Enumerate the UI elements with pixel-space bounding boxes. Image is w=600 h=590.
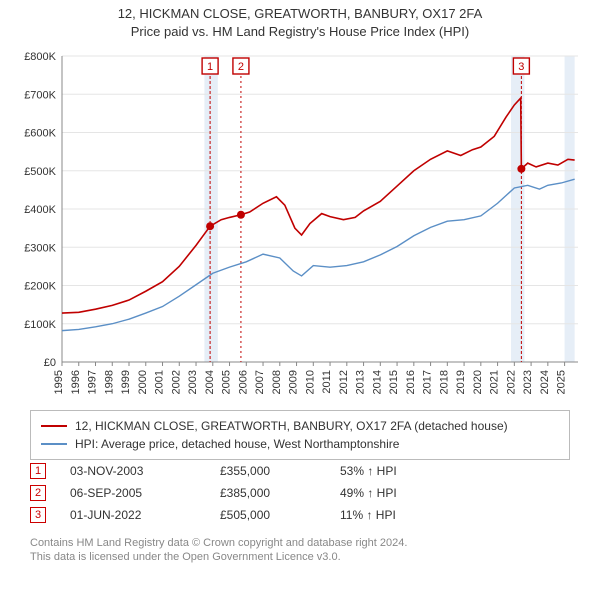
sale-marker-3: 3 — [30, 507, 46, 523]
legend-label-property: 12, HICKMAN CLOSE, GREATWORTH, BANBURY, … — [75, 419, 508, 433]
sale-date-2: 06-SEP-2005 — [70, 486, 220, 500]
svg-text:2019: 2019 — [455, 370, 467, 394]
chart-title-line2: Price paid vs. HM Land Registry's House … — [0, 24, 600, 39]
legend-label-hpi: HPI: Average price, detached house, West… — [75, 437, 399, 451]
svg-text:£200K: £200K — [24, 281, 56, 293]
svg-text:2023: 2023 — [522, 370, 534, 394]
sale-marker-2: 2 — [30, 485, 46, 501]
svg-text:1997: 1997 — [87, 370, 99, 394]
svg-text:2024: 2024 — [539, 370, 551, 394]
svg-text:£100K: £100K — [24, 319, 56, 331]
sale-price-2: £385,000 — [220, 486, 340, 500]
svg-text:2014: 2014 — [371, 370, 383, 394]
legend-row-property: 12, HICKMAN CLOSE, GREATWORTH, BANBURY, … — [41, 417, 559, 435]
svg-text:£600K: £600K — [24, 128, 56, 140]
legend-box: 12, HICKMAN CLOSE, GREATWORTH, BANBURY, … — [30, 410, 570, 460]
svg-text:1999: 1999 — [120, 370, 132, 394]
svg-text:2018: 2018 — [438, 370, 450, 394]
svg-text:2020: 2020 — [472, 370, 484, 394]
line-chart-svg: £0 £100K £200K £300K £400K £500K £600K £700K £80… — [10, 48, 590, 398]
svg-text:3: 3 — [518, 61, 524, 73]
legend-swatch-hpi — [41, 443, 67, 445]
sale-date-3: 01-JUN-2022 — [70, 508, 220, 522]
sale-row-1: 1 03-NOV-2003 £355,000 53% ↑ HPI — [30, 460, 570, 482]
svg-text:2013: 2013 — [355, 370, 367, 394]
sale-diff-1: 53% ↑ HPI — [340, 464, 570, 478]
svg-text:2002: 2002 — [170, 370, 182, 394]
svg-text:1995: 1995 — [53, 370, 65, 394]
chart-title-line1: 12, HICKMAN CLOSE, GREATWORTH, BANBURY, … — [0, 6, 600, 21]
svg-text:£400K: £400K — [24, 204, 56, 216]
svg-text:2016: 2016 — [405, 370, 417, 394]
svg-text:2005: 2005 — [221, 370, 233, 394]
svg-text:2008: 2008 — [271, 370, 283, 394]
svg-text:£0: £0 — [44, 357, 56, 369]
sale-diff-3: 11% ↑ HPI — [340, 508, 570, 522]
svg-text:2011: 2011 — [321, 370, 333, 394]
sale-marker-1: 1 — [30, 463, 46, 479]
svg-text:2006: 2006 — [237, 370, 249, 394]
svg-text:2022: 2022 — [505, 370, 517, 394]
sales-table: 1 03-NOV-2003 £355,000 53% ↑ HPI 2 06-SE… — [30, 460, 570, 526]
svg-text:2003: 2003 — [187, 370, 199, 394]
svg-text:£800K: £800K — [24, 51, 56, 63]
sale-price-1: £355,000 — [220, 464, 340, 478]
svg-text:2010: 2010 — [304, 370, 316, 394]
legend-row-hpi: HPI: Average price, detached house, West… — [41, 435, 559, 453]
svg-text:£300K: £300K — [24, 242, 56, 254]
chart-title-block: 12, HICKMAN CLOSE, GREATWORTH, BANBURY, … — [0, 0, 600, 41]
svg-text:2021: 2021 — [489, 370, 501, 394]
svg-text:2004: 2004 — [204, 370, 216, 394]
footnote-line1: Contains HM Land Registry data © Crown c… — [30, 536, 570, 550]
legend-swatch-property — [41, 425, 67, 427]
svg-text:2017: 2017 — [422, 370, 434, 394]
svg-text:2009: 2009 — [288, 370, 300, 394]
sale-diff-2: 49% ↑ HPI — [340, 486, 570, 500]
sale-price-3: £505,000 — [220, 508, 340, 522]
svg-text:2012: 2012 — [338, 370, 350, 394]
sale-date-1: 03-NOV-2003 — [70, 464, 220, 478]
chart-area: £0 £100K £200K £300K £400K £500K £600K £700K £80… — [10, 48, 590, 398]
sale-row-3: 3 01-JUN-2022 £505,000 11% ↑ HPI — [30, 504, 570, 526]
svg-text:1998: 1998 — [103, 370, 115, 394]
svg-text:2001: 2001 — [154, 370, 166, 394]
sale-row-2: 2 06-SEP-2005 £385,000 49% ↑ HPI — [30, 482, 570, 504]
svg-text:2: 2 — [238, 61, 244, 73]
svg-text:2000: 2000 — [137, 370, 149, 394]
svg-text:1996: 1996 — [70, 370, 82, 394]
svg-text:2025: 2025 — [556, 370, 568, 394]
svg-text:£500K: £500K — [24, 166, 56, 178]
footnote-line2: This data is licensed under the Open Gov… — [30, 550, 570, 564]
footnote: Contains HM Land Registry data © Crown c… — [30, 536, 570, 565]
svg-text:2007: 2007 — [254, 370, 266, 394]
svg-text:£700K: £700K — [24, 89, 56, 101]
svg-text:1: 1 — [207, 61, 213, 73]
svg-text:2015: 2015 — [388, 370, 400, 394]
